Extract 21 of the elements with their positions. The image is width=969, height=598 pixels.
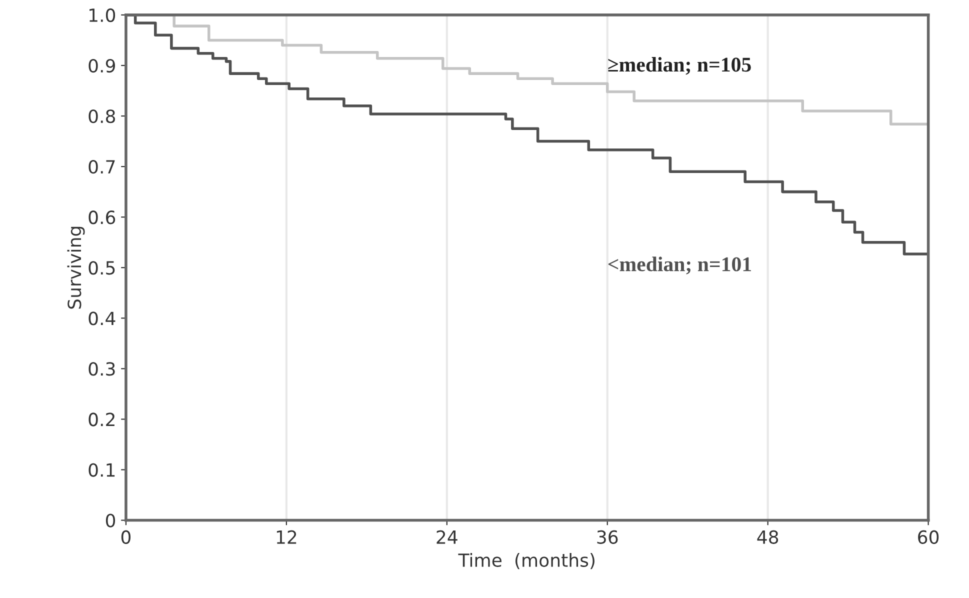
y-tick-label: 0.1 [88,463,115,477]
y-tick-label: 0.8 [88,109,116,124]
y-tick-label: 1.0 [90,8,116,22]
x-tick-label: 12 [276,530,296,544]
text: <median; n=101 [608,256,751,274]
series-label: ≥median; n=105 [608,57,751,75]
y-tick-label: 0.5 [88,261,115,275]
x-axis-title: Time (months) [458,553,594,570]
y-tick-label: 0.7 [88,160,115,174]
x-tick-label: 60 [918,530,939,544]
y-axis-title: Surviving [67,226,85,309]
x-tick-label: 36 [597,530,618,544]
y-tick-label: 0.2 [88,412,114,426]
x-tick-label: 24 [436,530,458,544]
x-tick-label: 48 [757,530,778,544]
x-tick-label: 0 [121,530,131,544]
y-tick-label: 0.6 [88,210,116,224]
y-tick-label: 0 [106,514,116,528]
y-tick-label: 0.3 [88,362,115,376]
y-tick-label: 0.9 [88,58,115,73]
y-tick-label: 0.4 [88,312,116,326]
